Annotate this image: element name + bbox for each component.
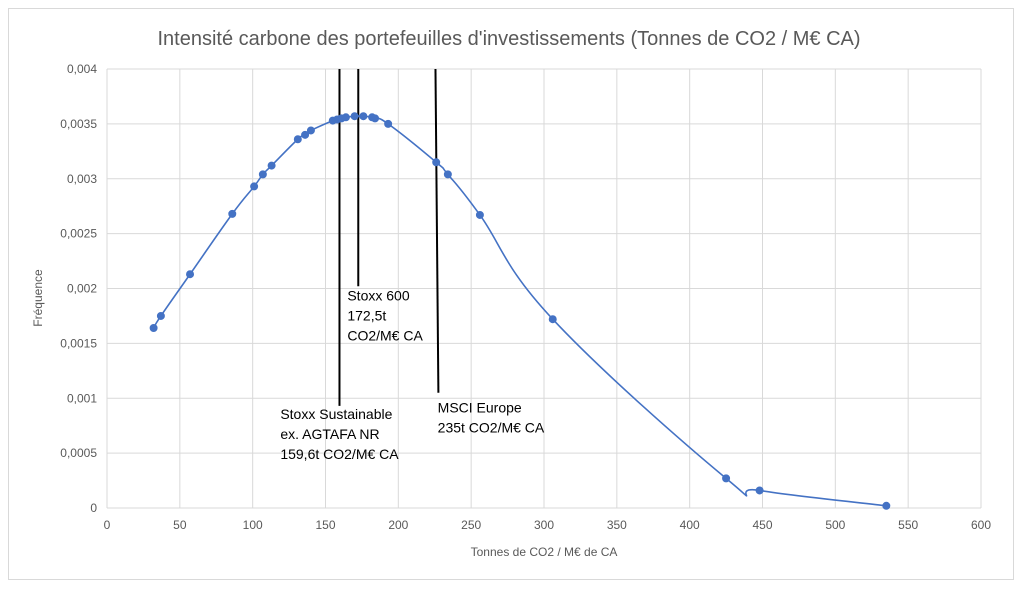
data-point xyxy=(371,114,380,123)
y-tick-label: 0,003 xyxy=(67,172,97,186)
reference-label-line: 235t CO2/M€ CA xyxy=(438,420,545,436)
y-tick-label: 0,0025 xyxy=(60,227,97,241)
y-tick-label: 0,002 xyxy=(67,282,97,296)
x-tick-label: 600 xyxy=(971,518,991,532)
data-point xyxy=(341,113,350,122)
x-tick-label: 150 xyxy=(315,518,335,532)
data-point xyxy=(301,130,310,139)
y-tick-label: 0,004 xyxy=(67,62,97,76)
y-tick-label: 0 xyxy=(90,501,97,515)
data-point xyxy=(228,209,237,218)
data-point xyxy=(882,501,891,510)
x-axis-title: Tonnes de CO2 / M€ de CA xyxy=(471,545,618,559)
y-tick-labels: 0 0,0005 0,001 0,0015 0,002 0,0025 0,003 0,0035… xyxy=(60,62,97,515)
reference-label-line: 172,5t xyxy=(347,308,386,324)
reference-label-line: MSCI Europe xyxy=(438,400,522,416)
chart-frame: Intensité carbone des portefeuilles d'in… xyxy=(8,8,1014,580)
y-axis-title: Fréquence xyxy=(31,269,45,327)
x-tick-label: 350 xyxy=(607,518,627,532)
chart-title: Intensité carbone des portefeuilles d'in… xyxy=(157,28,860,50)
data-point xyxy=(258,170,267,179)
data-point xyxy=(443,170,452,179)
chart-svg: Intensité carbone des portefeuilles d'in… xyxy=(31,28,992,559)
reference-label-line: Stoxx Sustainable xyxy=(280,406,392,422)
reference-label-line: 159,6t CO2/M€ CA xyxy=(280,446,399,462)
x-tick-label: 200 xyxy=(388,518,408,532)
data-point xyxy=(250,182,259,191)
reference-lines: Stoxx Sustainable ex. AGTAFA NR 159,6t CO2… xyxy=(280,68,545,462)
data-point xyxy=(548,315,557,324)
grid-layer xyxy=(106,68,982,509)
data-point xyxy=(267,161,276,170)
data-point xyxy=(306,126,315,135)
y-tick-label: 0,0005 xyxy=(60,446,97,460)
data-point xyxy=(293,135,302,144)
data-point xyxy=(350,112,359,121)
reference-line xyxy=(434,68,440,393)
data-point xyxy=(384,119,393,128)
x-tick-label: 550 xyxy=(898,518,918,532)
data-point xyxy=(186,270,195,279)
reference-label-line: ex. AGTAFA NR xyxy=(280,426,379,442)
x-tick-label: 250 xyxy=(461,518,481,532)
y-tick-label: 0,001 xyxy=(67,391,97,405)
data-point xyxy=(359,112,368,121)
data-point xyxy=(755,486,764,495)
y-tick-label: 0,0015 xyxy=(60,336,97,350)
data-point xyxy=(432,158,441,167)
x-tick-label: 450 xyxy=(752,518,772,532)
series-layer xyxy=(149,112,891,510)
x-tick-label: 100 xyxy=(243,518,263,532)
data-point xyxy=(149,324,158,333)
data-point xyxy=(722,474,731,483)
reference-label-line: Stoxx 600 xyxy=(347,288,409,304)
data-point xyxy=(156,311,165,320)
x-tick-label: 0 xyxy=(104,518,111,532)
reference-label-line: CO2/M€ CA xyxy=(347,328,423,344)
data-point xyxy=(475,210,484,219)
x-tick-label: 500 xyxy=(825,518,845,532)
x-tick-labels: 0 50 100 150 200 250 300 350 400 450 500 550 600 xyxy=(104,518,992,532)
x-tick-label: 50 xyxy=(173,518,187,532)
x-tick-label: 400 xyxy=(680,518,700,532)
y-tick-label: 0,0035 xyxy=(60,117,97,131)
x-tick-label: 300 xyxy=(534,518,554,532)
